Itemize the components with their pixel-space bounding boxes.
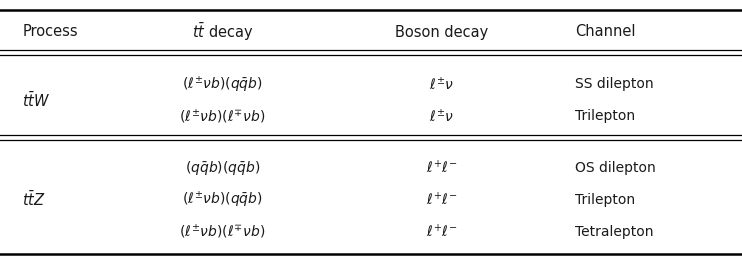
Text: $(\ell^{\pm}\nu b)(q\bar{q}b)$: $(\ell^{\pm}\nu b)(q\bar{q}b)$ bbox=[183, 74, 263, 95]
Text: Trilepton: Trilepton bbox=[575, 193, 635, 207]
Text: Tetralepton: Tetralepton bbox=[575, 225, 654, 239]
Text: $t\bar{t}Z$: $t\bar{t}Z$ bbox=[22, 190, 46, 209]
Text: $(\ell^{\pm}\nu b)(\ell^{\mp}\nu b)$: $(\ell^{\pm}\nu b)(\ell^{\mp}\nu b)$ bbox=[180, 222, 266, 241]
Text: $(\ell^{\pm}\nu b)(\ell^{\mp}\nu b)$: $(\ell^{\pm}\nu b)(\ell^{\mp}\nu b)$ bbox=[180, 107, 266, 126]
Text: Boson decay: Boson decay bbox=[395, 25, 488, 39]
Text: Channel: Channel bbox=[575, 25, 636, 39]
Text: $(q\bar{q}b)(q\bar{q}b)$: $(q\bar{q}b)(q\bar{q}b)$ bbox=[185, 159, 260, 177]
Text: OS dilepton: OS dilepton bbox=[575, 161, 656, 175]
Text: $\ell^{\pm}\nu$: $\ell^{\pm}\nu$ bbox=[429, 76, 454, 93]
Text: $\ell^{+}\ell^{-}$: $\ell^{+}\ell^{-}$ bbox=[426, 223, 457, 240]
Text: $\ell^{+}\ell^{-}$: $\ell^{+}\ell^{-}$ bbox=[426, 159, 457, 176]
Text: $\ell^{+}\ell^{-}$: $\ell^{+}\ell^{-}$ bbox=[426, 191, 457, 208]
Text: SS dilepton: SS dilepton bbox=[575, 78, 654, 91]
Text: Trilepton: Trilepton bbox=[575, 110, 635, 123]
Text: $t\bar{t}W$: $t\bar{t}W$ bbox=[22, 91, 50, 110]
Text: $(\ell^{\pm}\nu b)(q\bar{q}b)$: $(\ell^{\pm}\nu b)(q\bar{q}b)$ bbox=[183, 189, 263, 210]
Text: Process: Process bbox=[22, 25, 78, 39]
Text: $t\bar{t}$ decay: $t\bar{t}$ decay bbox=[191, 21, 254, 43]
Text: $\ell^{\pm}\nu$: $\ell^{\pm}\nu$ bbox=[429, 108, 454, 125]
